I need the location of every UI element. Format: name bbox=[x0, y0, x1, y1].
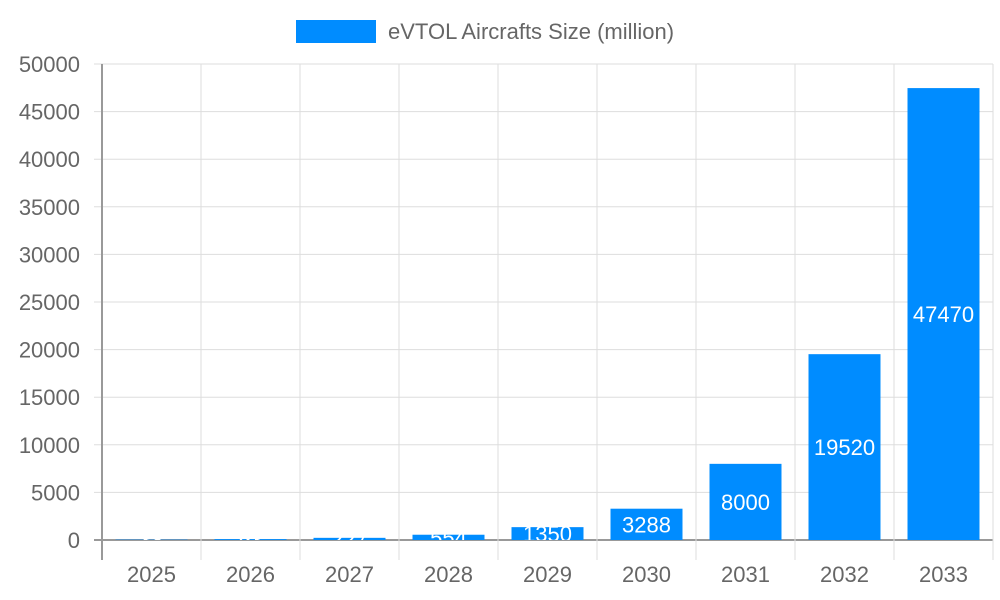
y-tick-label: 0 bbox=[68, 528, 80, 553]
data-label: 554 bbox=[430, 525, 467, 550]
bar[interactable] bbox=[808, 354, 881, 540]
y-tick-label: 15000 bbox=[19, 385, 80, 410]
y-tick-label: 50000 bbox=[19, 52, 80, 77]
data-label: 38 bbox=[139, 528, 163, 553]
bar[interactable] bbox=[313, 537, 386, 540]
x-tick-label: 2025 bbox=[127, 562, 176, 587]
bar[interactable] bbox=[214, 539, 287, 540]
y-tick-label: 45000 bbox=[19, 100, 80, 125]
y-tick-label: 40000 bbox=[19, 147, 80, 172]
y-tick-label: 35000 bbox=[19, 195, 80, 220]
x-tick-label: 2032 bbox=[820, 562, 869, 587]
bar[interactable] bbox=[511, 527, 584, 540]
x-tick-label: 2031 bbox=[721, 562, 770, 587]
x-tick-label: 2027 bbox=[325, 562, 374, 587]
y-tick-label: 25000 bbox=[19, 290, 80, 315]
legend-swatch[interactable] bbox=[296, 20, 376, 43]
data-label: 8000 bbox=[721, 490, 770, 515]
y-tick-label: 20000 bbox=[19, 338, 80, 363]
bar[interactable] bbox=[412, 534, 485, 540]
bar[interactable] bbox=[907, 88, 980, 540]
data-label: 93 bbox=[238, 528, 262, 553]
data-label: 3288 bbox=[622, 512, 671, 537]
legend-label[interactable]: eVTOL Aircrafts Size (million) bbox=[388, 19, 674, 44]
bar[interactable] bbox=[709, 463, 782, 540]
data-label: 227 bbox=[331, 527, 368, 552]
x-tick-label: 2033 bbox=[919, 562, 968, 587]
data-label: 19520 bbox=[814, 435, 875, 460]
x-tick-label: 2029 bbox=[523, 562, 572, 587]
y-tick-label: 5000 bbox=[31, 480, 80, 505]
x-tick-label: 2030 bbox=[622, 562, 671, 587]
bar[interactable] bbox=[610, 508, 683, 540]
x-tick-label: 2026 bbox=[226, 562, 275, 587]
y-tick-label: 10000 bbox=[19, 433, 80, 458]
data-label: 47470 bbox=[913, 302, 974, 327]
y-tick-label: 30000 bbox=[19, 242, 80, 267]
x-tick-label: 2028 bbox=[424, 562, 473, 587]
data-label: 1350 bbox=[523, 522, 572, 547]
